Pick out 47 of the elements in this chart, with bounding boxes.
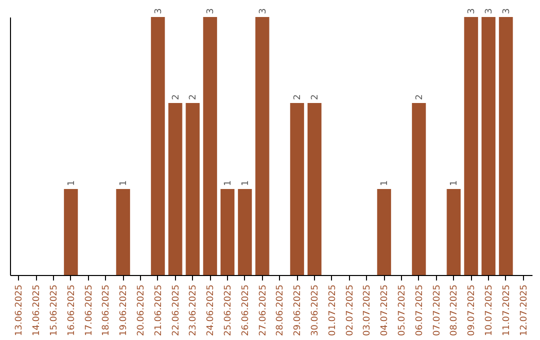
- x-tick-label: 26.06.2025: [240, 284, 251, 336]
- data-label: 2: [414, 94, 425, 100]
- data-label: 3: [467, 8, 478, 14]
- x-tick-label: 30.06.2025: [310, 284, 320, 336]
- data-label: 2: [293, 94, 304, 100]
- x-tick-label: 14.06.2025: [32, 284, 42, 336]
- x-tick-label: 29.06.2025: [293, 284, 304, 336]
- x-tick-label: 03.07.2025: [362, 284, 373, 336]
- x-tick-label: 21.06.2025: [154, 284, 164, 336]
- data-label: 3: [206, 8, 216, 14]
- x-tick-label: 05.07.2025: [398, 284, 408, 336]
- data-label: 1: [224, 180, 234, 186]
- x-tick-label: 20.06.2025: [136, 284, 146, 336]
- x-tick-label: 24.06.2025: [206, 284, 216, 336]
- x-tick-label: 22.06.2025: [171, 284, 182, 336]
- x-tick-label: 23.06.2025: [188, 284, 199, 336]
- data-label: 2: [188, 94, 199, 100]
- data-label: 1: [380, 180, 390, 186]
- x-tick-label: 02.07.2025: [345, 284, 356, 336]
- data-label: 3: [154, 8, 164, 14]
- x-tick-label: 06.07.2025: [414, 284, 425, 336]
- data-label: 3: [502, 8, 512, 14]
- x-tick-label: 08.07.2025: [450, 284, 460, 336]
- x-tick-label: 13.06.2025: [14, 284, 25, 336]
- x-tick-label: 04.07.2025: [380, 284, 390, 336]
- x-tick-label: 17.06.2025: [84, 284, 94, 336]
- x-tick-label: 16.06.2025: [66, 284, 77, 336]
- x-tick-label: 09.07.2025: [467, 284, 478, 336]
- x-tick-label: 11.07.2025: [502, 284, 512, 336]
- data-label: 1: [66, 180, 77, 186]
- x-tick-label: 12.07.2025: [519, 284, 530, 336]
- data-label: 3: [258, 8, 268, 14]
- data-label: 3: [484, 8, 494, 14]
- x-tick-label: 19.06.2025: [119, 284, 130, 336]
- x-tick-label: 27.06.2025: [258, 284, 268, 336]
- data-label: 2: [171, 94, 182, 100]
- x-tick-label: 07.07.2025: [432, 284, 442, 336]
- x-tick-label: 15.06.2025: [50, 284, 60, 336]
- x-tick-label: 28.06.2025: [276, 284, 286, 336]
- data-label: 2: [310, 94, 320, 100]
- data-label: 1: [240, 180, 251, 186]
- data-label: 1: [450, 180, 460, 186]
- x-tick-label: 01.07.2025: [328, 284, 338, 336]
- x-tick-label: 18.06.2025: [102, 284, 112, 336]
- x-tick-label: 10.07.2025: [484, 284, 494, 336]
- data-label: 1: [119, 180, 130, 186]
- x-tick-label: 25.06.2025: [224, 284, 234, 336]
